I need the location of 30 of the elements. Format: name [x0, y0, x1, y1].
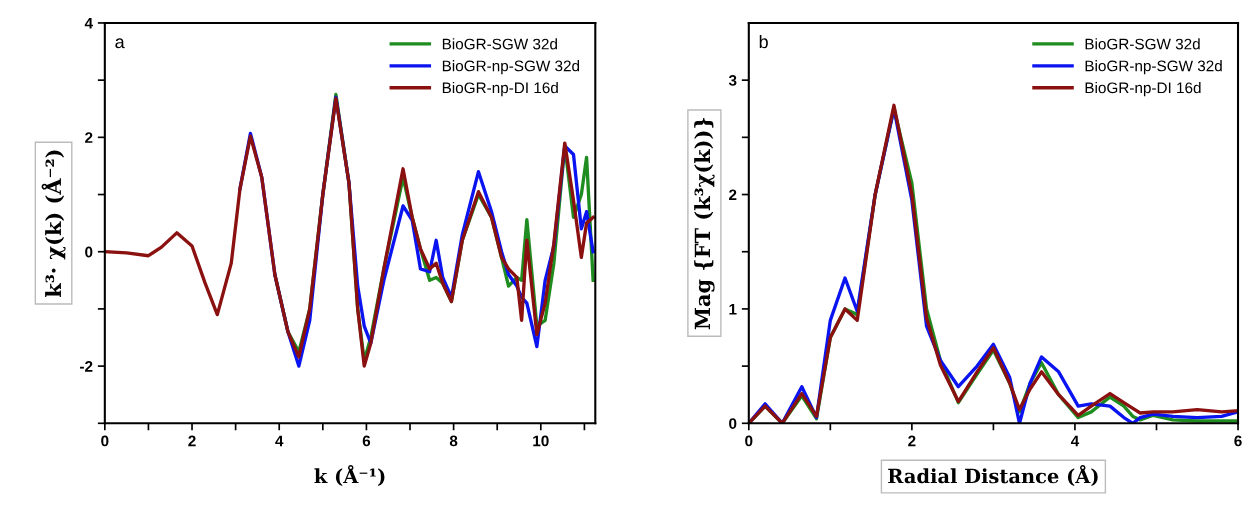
x-tick-label: 0: [101, 435, 109, 447]
x-axis-title: k (Å⁻¹): [314, 465, 385, 487]
y-axis-title: Mag {FT (k³χ(k))}: [694, 117, 715, 330]
annotation: b: [759, 34, 768, 49]
x-axis-title: Radial Distance (Å): [888, 465, 1098, 487]
legend-label: BioGR-np-SGW 32d: [442, 60, 580, 75]
y-tick-label: 2: [85, 132, 93, 143]
x-tick-label: 4: [275, 435, 284, 447]
x-tick-label: 6: [1234, 435, 1242, 447]
y-tick-label: 1: [729, 303, 737, 315]
legend-label: BioGR-SGW 32d: [442, 38, 557, 50]
x-tick-label: 6: [362, 435, 371, 447]
x-tick-label: 8: [449, 435, 458, 447]
legend-label: BioGR-np-DI 16d: [1085, 81, 1201, 97]
y-tick-label: 0: [729, 418, 737, 429]
y-tick-label: 4: [84, 17, 93, 29]
y-tick-label: 2: [729, 189, 737, 201]
x-tick-label: 0: [745, 435, 753, 447]
legend-label: BioGR-np-SGW 32d: [1085, 60, 1222, 75]
annotation: a: [115, 38, 125, 49]
y-tick-label: 3: [728, 75, 737, 86]
y-axis-title: k³· χ(k) (Å⁻²): [41, 150, 66, 297]
x-tick-label: 2: [188, 435, 196, 447]
x-tick-label: 2: [908, 435, 916, 447]
x-tick-label: 4: [1070, 435, 1080, 447]
legend-label: BioGR-np-DI 16d: [442, 81, 558, 97]
legend-label: BioGR-SGW 32d: [1085, 38, 1200, 50]
y-tick-label: 0: [85, 246, 93, 258]
y-tick-label: -2: [80, 360, 93, 372]
x-tick-label: 10: [533, 435, 549, 447]
